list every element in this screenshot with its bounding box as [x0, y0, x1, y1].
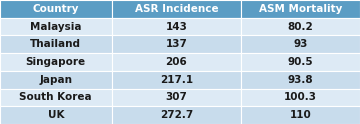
Text: Singapore: Singapore — [26, 57, 86, 67]
Text: 217.1: 217.1 — [160, 75, 193, 85]
Text: Japan: Japan — [39, 75, 72, 85]
Text: 90.5: 90.5 — [288, 57, 314, 67]
Bar — [0, 106, 112, 124]
Text: South Korea: South Korea — [19, 92, 92, 102]
Text: Thailand: Thailand — [30, 39, 81, 49]
Text: 100.3: 100.3 — [284, 92, 317, 102]
Bar — [241, 71, 360, 89]
Text: Malaysia: Malaysia — [30, 22, 82, 32]
Bar — [241, 89, 360, 106]
Bar — [112, 71, 241, 89]
Text: 93: 93 — [293, 39, 308, 49]
Text: UK: UK — [48, 110, 64, 120]
Bar — [112, 89, 241, 106]
Bar — [0, 53, 112, 71]
Bar — [241, 0, 360, 18]
Bar — [241, 35, 360, 53]
Bar — [112, 0, 241, 18]
Bar — [112, 35, 241, 53]
Bar — [241, 106, 360, 124]
Text: 80.2: 80.2 — [288, 22, 314, 32]
Bar — [241, 53, 360, 71]
Bar — [0, 35, 112, 53]
Text: 93.8: 93.8 — [288, 75, 314, 85]
Bar — [0, 0, 112, 18]
Text: 143: 143 — [166, 22, 187, 32]
Bar — [0, 18, 112, 35]
Text: 137: 137 — [166, 39, 187, 49]
Text: ASM Mortality: ASM Mortality — [259, 4, 342, 14]
Bar — [0, 71, 112, 89]
Text: 110: 110 — [290, 110, 311, 120]
Text: 272.7: 272.7 — [160, 110, 193, 120]
Text: ASR Incidence: ASR Incidence — [135, 4, 218, 14]
Bar — [112, 53, 241, 71]
Bar — [241, 18, 360, 35]
Bar — [112, 106, 241, 124]
Text: 307: 307 — [166, 92, 187, 102]
Text: Country: Country — [32, 4, 79, 14]
Text: 206: 206 — [166, 57, 187, 67]
Bar — [0, 89, 112, 106]
Bar — [112, 18, 241, 35]
